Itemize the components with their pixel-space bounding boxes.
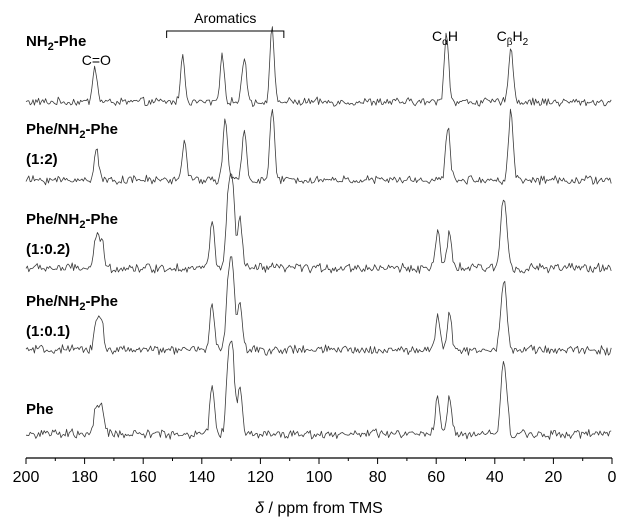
x-tick-label: 180 [71,469,98,486]
peak-annotations: Aromatics C=O CαH CβH2 [82,10,529,68]
spectrum-trace [25,340,612,440]
x-axis: 200 180 160 140 120 100 80 60 40 20 0δ / ppm from … [13,457,617,517]
x-tick-label: 120 [247,469,274,486]
spectrum-label: NH2-Phe [26,33,86,53]
peak-label: CβH2 [497,28,529,48]
x-tick-label: 160 [130,469,157,486]
aromatics-label: Aromatics [194,10,256,26]
spectrum-trace [25,26,612,107]
x-axis-title: δ / ppm from TMS [255,500,383,517]
x-tick-label: 40 [486,469,504,486]
peak-label: CαH [432,28,458,48]
x-tick-label: 60 [427,469,445,486]
spectrum-trace [25,256,612,356]
spectra-group [25,26,612,440]
peak-label: C=O [82,52,111,68]
x-tick-label: 80 [369,469,387,486]
spectrum-label: Phe/NH2-Phe [26,211,118,231]
spectrum-label: (1:0.1) [26,323,70,340]
spectrum-label: Phe/NH2-Phe [26,293,118,313]
x-tick-label: 0 [608,469,617,486]
aromatics-bracket [166,30,285,38]
x-tick-label: 20 [545,469,563,486]
spectrum-labels: NH2-Phe Phe/NH2-Phe (1:2) Phe/NH2-Phe (1:0.2… [26,33,118,418]
spectrum-label: (1:2) [26,151,58,168]
x-tick-label: 200 [13,469,40,486]
spectrum-trace [25,108,612,186]
spectrum-label: Phe/NH2-Phe [26,121,118,141]
spectrum-label: (1:0.2) [26,241,70,258]
x-tick-label: 100 [306,469,333,486]
spectrum-label: Phe [26,401,54,418]
spectrum-trace [25,173,612,274]
x-tick-label: 140 [188,469,215,486]
